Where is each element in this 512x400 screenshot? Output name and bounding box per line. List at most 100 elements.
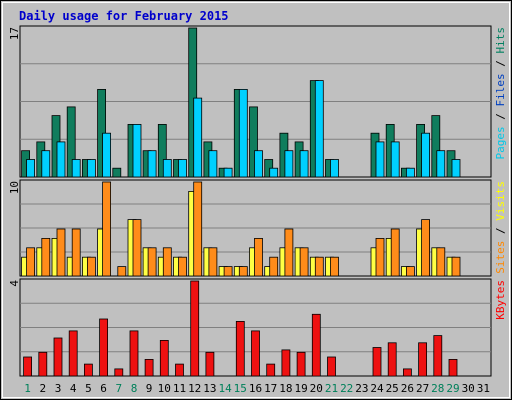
y-max-label: 10 xyxy=(8,181,21,194)
bar-hits xyxy=(249,106,258,178)
bar-sites xyxy=(284,228,294,277)
bar-kbytes xyxy=(448,358,458,377)
bar-files xyxy=(41,150,51,178)
x-tick-label: 1 xyxy=(24,382,31,395)
bar-files xyxy=(238,89,248,178)
bar-files xyxy=(223,167,233,178)
bar-files xyxy=(436,150,446,178)
bar-kbytes xyxy=(144,358,154,377)
legend-entry: Visits xyxy=(494,181,507,221)
bar-sites xyxy=(208,247,218,277)
bar-files xyxy=(330,159,339,178)
bar-files xyxy=(405,167,415,178)
bar-sites xyxy=(162,247,172,277)
series-files xyxy=(26,80,461,178)
x-tick-label: 10 xyxy=(158,382,171,395)
bar-files xyxy=(254,150,263,178)
legend-entry: / xyxy=(494,54,507,74)
bar-kbytes xyxy=(53,337,63,377)
legend-entry: Sites xyxy=(494,241,507,274)
x-axis-labels: 1 2 3 4 5 6 7 8 9 10 11 12 13 14 15 16 17 18 19 20 21 22 23 24 2… xyxy=(24,382,490,395)
legend-entry: / xyxy=(494,221,507,241)
x-tick-label: 18 xyxy=(279,382,292,395)
bar-kbytes xyxy=(38,351,48,377)
bar-kbytes xyxy=(99,318,108,377)
bar-files xyxy=(299,150,309,178)
bar-files xyxy=(132,124,142,178)
x-tick-label: 27 xyxy=(416,382,429,395)
x-tick-label: 6 xyxy=(100,382,107,395)
legend-entry: / xyxy=(494,107,507,127)
x-tick-label: 31 xyxy=(477,382,490,395)
x-tick-label: 22 xyxy=(340,382,353,395)
bar-files xyxy=(269,167,279,178)
bar-kbytes xyxy=(159,339,169,377)
bar-files xyxy=(147,150,157,178)
bar-sites xyxy=(178,256,187,277)
bar-kbytes xyxy=(296,351,306,377)
bar-sites xyxy=(41,237,51,277)
bar-sites xyxy=(390,228,400,277)
series-sites xyxy=(26,181,461,277)
bar-kbytes xyxy=(372,347,382,377)
legend-entry: Pages xyxy=(494,126,507,159)
panel-kbytes: 4 KBytes xyxy=(8,278,507,377)
bar-kbytes xyxy=(311,313,321,377)
panel-hits-files-pages: 17 Pages / Files / Hits xyxy=(8,25,507,178)
bar-files xyxy=(178,159,187,178)
bar-sites xyxy=(56,228,66,277)
x-tick-label: 7 xyxy=(115,382,122,395)
bar-sites xyxy=(314,256,324,277)
panel-visits-sites: 10 Sites / Visits xyxy=(8,179,507,277)
bar-kbytes xyxy=(190,280,200,377)
legend-entry: Files xyxy=(494,73,507,106)
bar-hits xyxy=(431,115,441,178)
bar-files xyxy=(87,159,96,178)
bar-sites xyxy=(436,247,446,277)
x-tick-label: 4 xyxy=(70,382,77,395)
bar-kbytes xyxy=(114,368,124,377)
bar-files xyxy=(193,97,203,178)
bar-kbytes xyxy=(387,342,397,377)
x-tick-label: 13 xyxy=(203,382,216,395)
series-hits xyxy=(21,27,456,178)
bar-hits xyxy=(157,124,167,178)
bar-sites xyxy=(330,256,339,277)
x-tick-label: 14 xyxy=(218,382,232,395)
bar-files xyxy=(26,159,36,178)
y-max-label: 4 xyxy=(8,280,21,287)
bar-kbytes xyxy=(251,330,260,377)
bar-kbytes xyxy=(235,320,245,377)
bar-sites xyxy=(299,247,309,277)
bar-sites xyxy=(223,266,233,277)
chart-title: Daily usage for February 2015 xyxy=(19,9,229,23)
bar-files xyxy=(390,141,400,178)
bar-kbytes xyxy=(84,363,93,377)
bar-files xyxy=(314,80,324,178)
x-tick-label: 11 xyxy=(173,382,186,395)
x-tick-label: 17 xyxy=(264,382,277,395)
bar-sites xyxy=(451,256,461,277)
bar-files xyxy=(375,141,385,178)
bar-files xyxy=(56,141,66,178)
bar-files xyxy=(102,132,111,178)
bar-sites xyxy=(117,266,127,277)
bar-kbytes xyxy=(68,330,78,377)
bar-sites xyxy=(421,219,431,277)
bar-kbytes xyxy=(175,363,184,377)
x-tick-label: 30 xyxy=(462,382,475,395)
x-tick-label: 29 xyxy=(446,382,459,395)
x-tick-label: 24 xyxy=(370,382,384,395)
bar-sites xyxy=(71,228,81,277)
x-tick-label: 21 xyxy=(325,382,338,395)
chart-panels: 17 Pages / Files / Hits 10 Sites / Visits 4 K… xyxy=(8,25,507,377)
series-kbytes xyxy=(23,280,458,377)
panel-legend: KBytes xyxy=(494,280,507,320)
x-tick-label: 5 xyxy=(85,382,92,395)
x-tick-label: 15 xyxy=(234,382,247,395)
bar-sites xyxy=(375,237,385,277)
bar-kbytes xyxy=(205,351,215,377)
bar-sites xyxy=(193,181,203,277)
x-tick-label: 20 xyxy=(310,382,323,395)
